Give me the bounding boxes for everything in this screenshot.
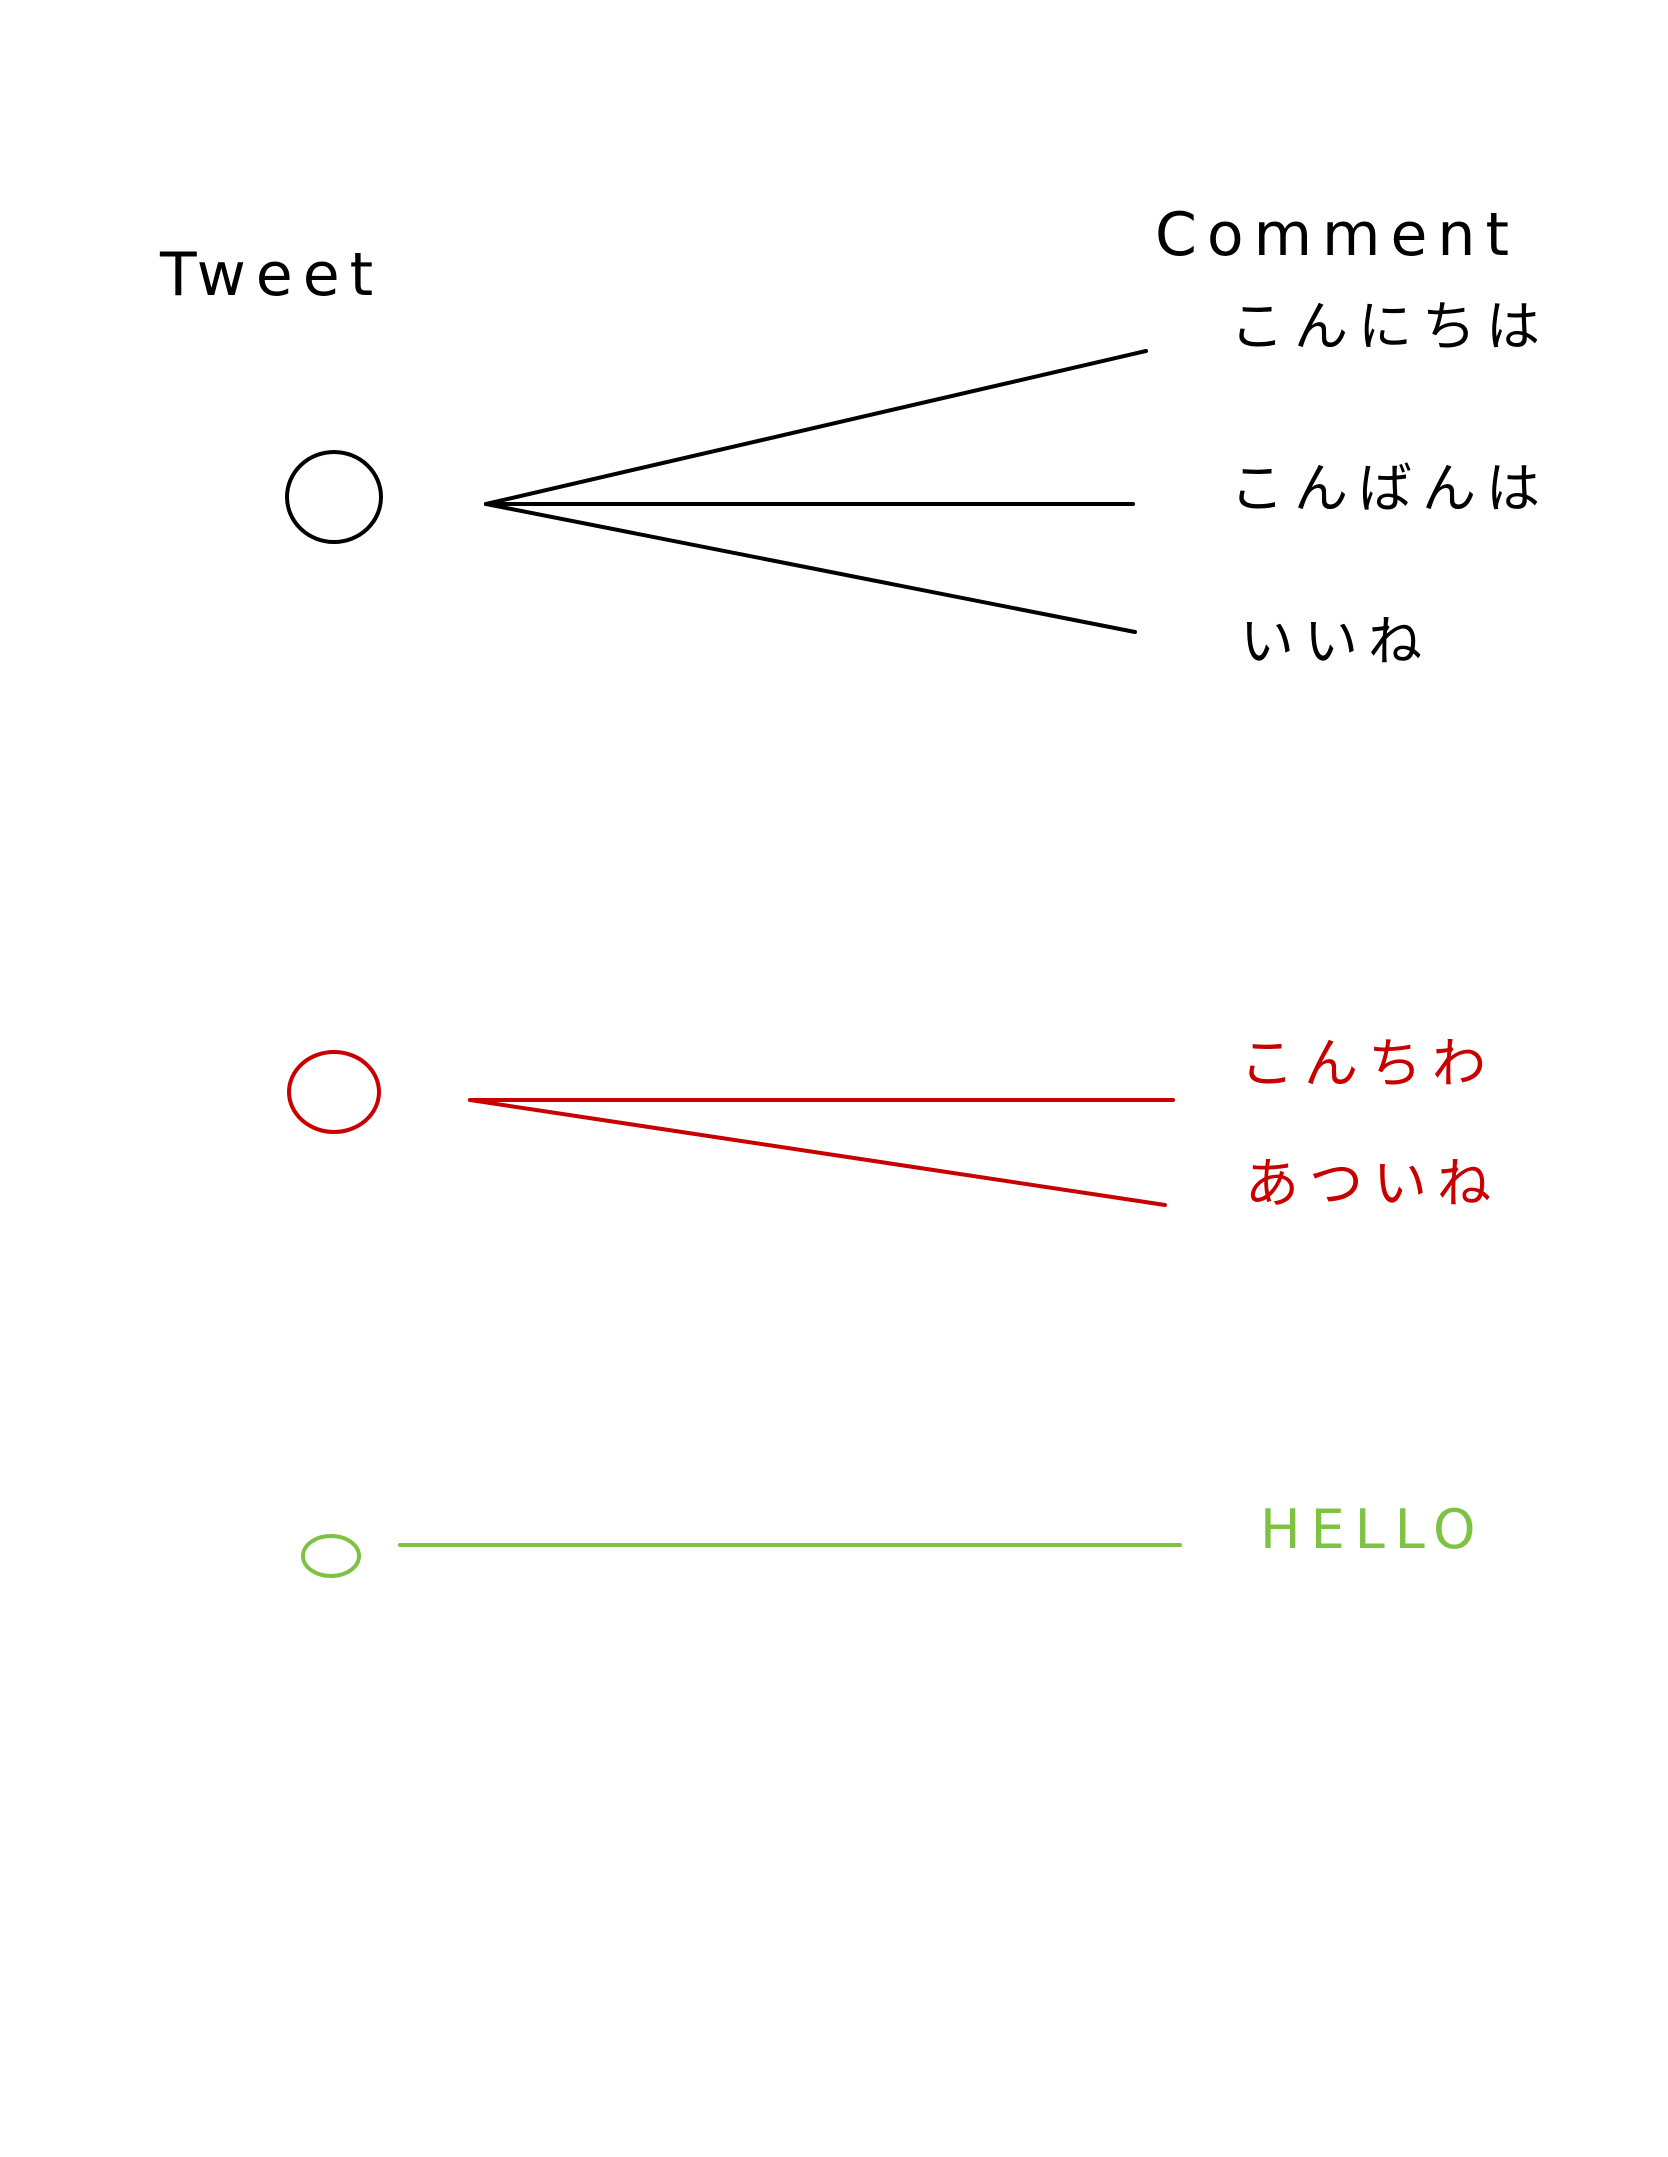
tweet-group-3: HELLO xyxy=(301,1498,1485,1578)
connector-1-3 xyxy=(484,502,1137,634)
comment-label: こんばんは xyxy=(1230,457,1550,520)
tweet-header: Tweet xyxy=(159,240,383,310)
connector-2-2 xyxy=(468,1098,1167,1207)
comment-label: HELLO xyxy=(1260,1498,1485,1561)
comment-label: こんちわ xyxy=(1240,1032,1496,1095)
comment-label: あついね xyxy=(1245,1152,1501,1215)
comment-label: こんにちは xyxy=(1230,295,1550,358)
comment-header: Comment xyxy=(1155,200,1519,270)
tweet-node-2 xyxy=(287,1050,381,1134)
tweet-group-2: こんちわ あついね xyxy=(287,1032,1501,1215)
tweet-node-1 xyxy=(285,450,383,544)
connector-1-1 xyxy=(484,349,1148,506)
tweet-group-1: こんにちは こんばんは いいね xyxy=(285,295,1550,673)
comment-label: いいね xyxy=(1240,610,1432,673)
tweet-node-3 xyxy=(301,1534,361,1578)
